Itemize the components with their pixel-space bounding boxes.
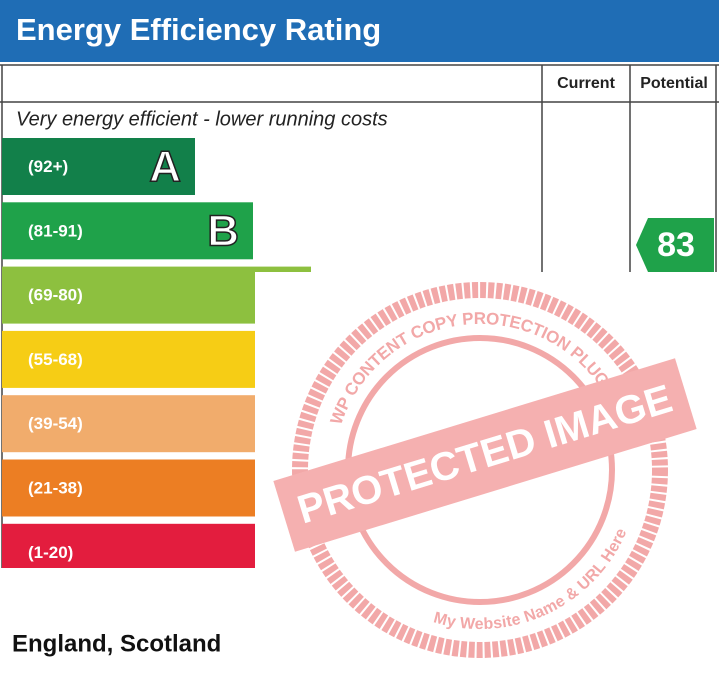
band-range: (69-80) [28,286,83,305]
potential-rating: 83 [636,218,714,272]
top-note: Very energy efficient - lower running co… [16,108,388,130]
band-letter: A [149,142,181,191]
column-header: Potential [640,75,708,92]
band-bar [2,202,253,260]
band-letter: B [207,206,239,255]
band-range: (1-20) [28,543,73,562]
band-range: (55-68) [28,350,83,369]
band-range: (39-54) [28,414,83,433]
potential-arrow [636,218,714,272]
band-bar [2,138,195,195]
band-range: (21-38) [28,478,83,497]
potential-value: 83 [657,226,695,264]
footer: England, Scotland [12,630,221,657]
header-bar [0,0,719,62]
band-range: (92+) [28,157,68,176]
title: Energy Efficiency Rating [16,12,381,47]
column-header: Current [557,75,615,92]
band-range: (81-91) [28,221,83,240]
